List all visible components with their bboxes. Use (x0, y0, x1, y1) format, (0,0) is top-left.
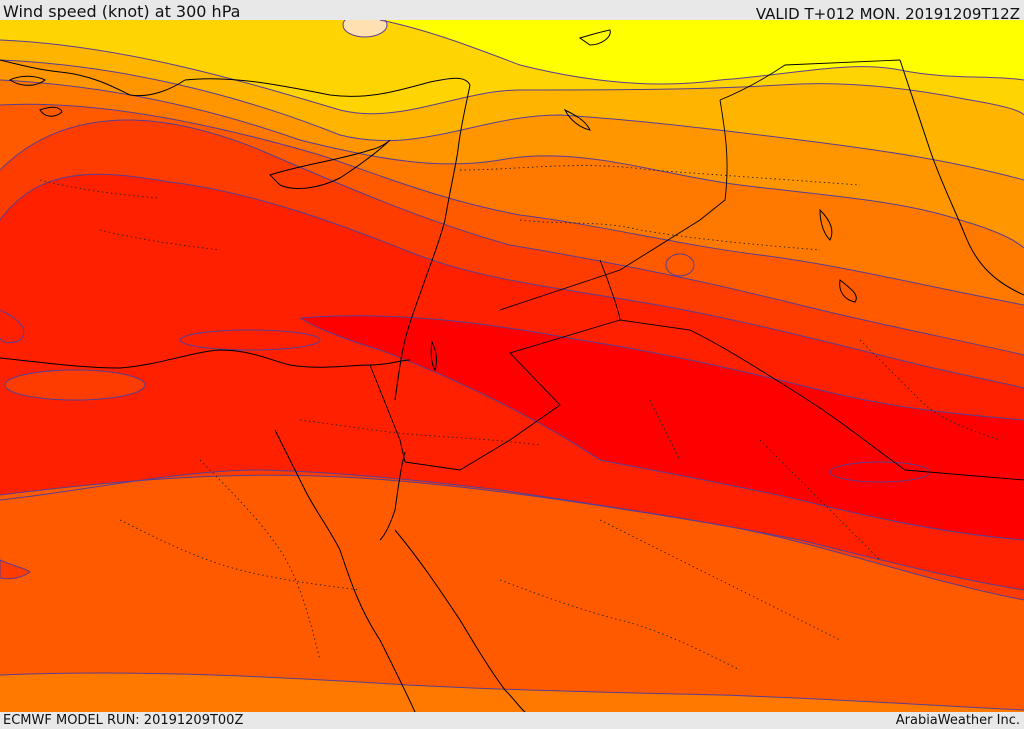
wind-cell (179, 329, 321, 351)
model-run: ECMWF MODEL RUN: 20191209T00Z (3, 713, 244, 728)
chart-title: Wind speed (knot) at 300 hPa (3, 2, 241, 21)
wind-cell (829, 461, 931, 483)
admin-boundaries (39, 165, 1001, 671)
wind-speed-map (0, 20, 1024, 712)
wind-cell (665, 253, 695, 277)
title-bar: Wind speed (knot) at 300 hPa VALID T+012… (0, 0, 1024, 23)
footer-bar: ECMWF MODEL RUN: 20191209T00Z ArabiaWeat… (0, 712, 1024, 729)
wind-band-9 (300, 315, 1024, 540)
wind-cell (0, 559, 31, 580)
wind-cell (342, 20, 388, 38)
borders (369, 59, 1024, 481)
coastlines (0, 29, 1024, 712)
valid-time: VALID T+012 MON. 20191209T12Z (755, 5, 1020, 23)
credit: ArabiaWeather Inc. (895, 713, 1020, 728)
wind-cell (4, 369, 146, 401)
wind-band-bottom (0, 672, 1024, 712)
map-canvas (0, 20, 1024, 712)
isotach-lines (0, 20, 1024, 711)
wind-band-lower (0, 475, 1024, 712)
